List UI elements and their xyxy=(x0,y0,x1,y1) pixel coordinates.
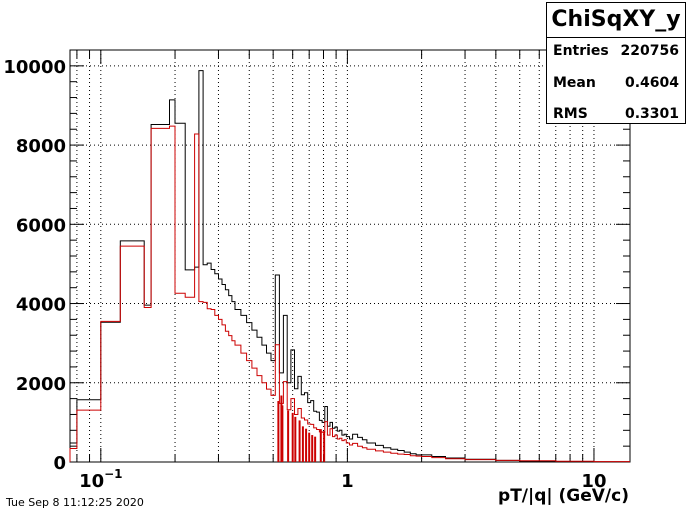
stats-row-mean: Mean 0.4604 xyxy=(553,73,679,93)
stats-box: ChiSqXY_y Entries 220756 Mean 0.4604 RMS… xyxy=(546,2,686,124)
x-tick-label: 10−1 xyxy=(79,467,122,492)
y-tick-label: 8000 xyxy=(16,136,66,157)
stats-title: ChiSqXY_y xyxy=(547,3,685,38)
stats-mean-value: 0.4604 xyxy=(624,75,679,91)
data-series xyxy=(69,70,630,463)
stats-entries-value: 220756 xyxy=(620,43,679,59)
series-red-histogram xyxy=(69,125,630,463)
y-tick-label: 10000 xyxy=(3,57,66,78)
stats-row-rms: RMS 0.3301 xyxy=(553,104,679,124)
axes: 0 2000 4000 6000 8000 10000 10−1 1 10 xyxy=(3,49,630,492)
series-black-histogram xyxy=(69,70,630,463)
stats-rms-value: 0.3301 xyxy=(624,106,679,122)
x-axis-label: pT/|q| (GeV/c) xyxy=(498,486,629,506)
x-tick-label-exponent: −1 xyxy=(104,467,122,481)
y-tick-label: 2000 xyxy=(16,374,66,395)
y-tick-label: 6000 xyxy=(16,215,66,236)
stats-mean-label: Mean xyxy=(553,75,596,91)
stats-row-entries: Entries 220756 xyxy=(553,41,679,61)
x-tick-label: 1 xyxy=(341,471,354,492)
y-tick-label: 0 xyxy=(53,453,66,474)
stats-rms-label: RMS xyxy=(553,106,588,122)
stats-entries-label: Entries xyxy=(553,43,609,59)
plot-frame xyxy=(69,49,631,463)
timestamp-footer: Tue Sep 8 11:12:25 2020 xyxy=(6,496,144,509)
y-tick-label: 4000 xyxy=(16,295,66,316)
x-tick-label: 10 xyxy=(581,471,606,492)
